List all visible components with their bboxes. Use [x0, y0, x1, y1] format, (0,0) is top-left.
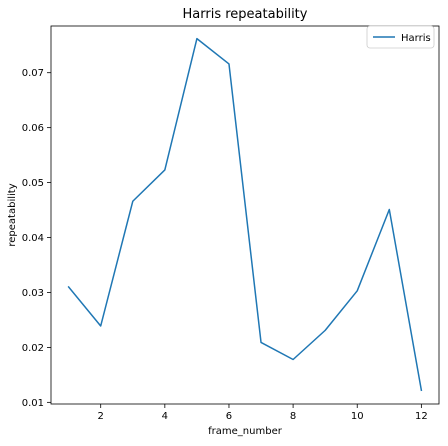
x-axis: 2 4 6 8 10 12	[98, 404, 428, 422]
plot-area-frame	[50, 25, 440, 405]
y-tick-label: 0.03	[22, 288, 44, 299]
legend-label: Harris	[401, 33, 431, 44]
x-axis-label: frame_number	[208, 426, 283, 437]
y-tick-label: 0.02	[22, 343, 44, 354]
x-tick-label: 2	[98, 411, 104, 422]
legend: Harris	[366, 25, 435, 49]
x-tick-label: 6	[226, 411, 232, 422]
legend-box	[366, 25, 435, 49]
y-axis-label: repeatability	[7, 183, 18, 246]
y-tick-label: 0.07	[22, 68, 44, 79]
y-tick-label: 0.01	[22, 398, 44, 409]
series-line-harris	[67, 37, 423, 392]
y-tick-label: 0.04	[22, 233, 44, 244]
x-tick-label: 12	[415, 411, 428, 422]
chart-title: Harris repeatability	[183, 7, 308, 22]
x-tick-label: 10	[351, 411, 364, 422]
y-tick-label: 0.06	[22, 123, 44, 134]
y-tick-label: 0.05	[22, 178, 44, 189]
series-layer	[67, 37, 423, 392]
x-tick-label: 8	[290, 411, 296, 422]
x-tick-label: 4	[162, 411, 168, 422]
y-axis: 0.01 0.02 0.03 0.04 0.05 0.06 0.07	[22, 68, 51, 409]
